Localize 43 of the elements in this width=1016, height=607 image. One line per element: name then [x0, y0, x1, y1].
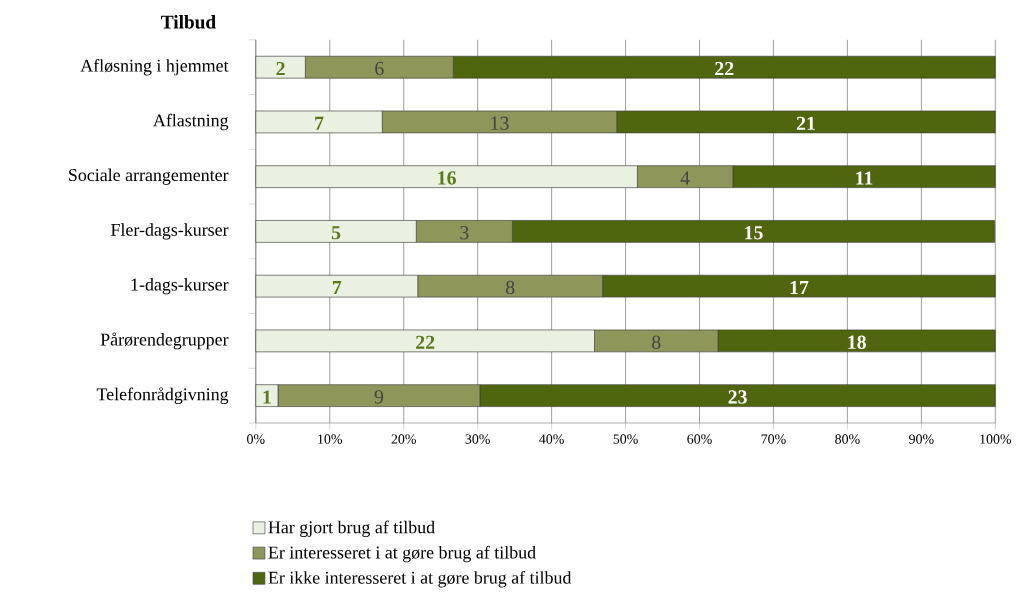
x-tick-label: 80% [835, 434, 860, 444]
annotation: 22 [416, 335, 435, 349]
x-tick-label: 60% [687, 434, 712, 444]
annotation: 17 [790, 280, 809, 294]
x-tick-label: 40% [539, 434, 564, 444]
x-tick-label: 30% [465, 434, 490, 444]
annotation: 11 [856, 171, 873, 185]
y-tick-label: Afløsning i hjemmet [80, 58, 229, 76]
y-tick-label: Telefonrådgivning [96, 387, 229, 404]
annotation: 3 [460, 225, 469, 240]
legend-label: Har gjort brug af tilbud [268, 520, 435, 537]
y-tick-label: Pårørendegrupper [100, 332, 229, 350]
annotation: 18 [848, 335, 866, 349]
y-tick-label: Aflastning [153, 113, 229, 131]
annotation: 6 [375, 61, 384, 76]
annotation: 8 [505, 280, 515, 295]
y-tick-label: Sociale arrangementer [69, 168, 229, 185]
x-tick-label: 90% [909, 434, 934, 444]
x-tick-label: 20% [391, 434, 416, 444]
x-tick-label: 0% [247, 434, 265, 444]
x-tick-label: 10% [318, 434, 343, 444]
x-tick-label: 100% [980, 434, 1012, 444]
annotation: 16 [438, 171, 456, 185]
annotation: 2 [276, 61, 285, 76]
annotation: 21 [796, 116, 815, 130]
annotation: 15 [745, 226, 763, 240]
annotation: 4 [680, 171, 690, 185]
annotation: 8 [652, 335, 661, 349]
annotation: 9 [374, 390, 384, 404]
y-tick-label: 1-dags-kurser [131, 277, 229, 295]
chart-title: Tilbud [161, 15, 216, 29]
y-tick-label: Fler-dags-kurser [111, 223, 229, 240]
annotation: 23 [728, 390, 747, 404]
legend-label: Er ikke interesseret i at gøre brug af tilbud [268, 570, 572, 588]
x-tick-label: 50% [613, 434, 638, 444]
annotation: 7 [315, 116, 324, 130]
annotation: 22 [715, 61, 734, 76]
annotation: 1 [263, 390, 271, 404]
legend-label: Er interesseret i at gøre brug af tilbud [268, 545, 536, 563]
annotation: 7 [332, 280, 342, 294]
x-tick-label: 70% [761, 434, 786, 444]
annotation: 5 [331, 226, 341, 240]
annotation: 13 [491, 116, 509, 130]
